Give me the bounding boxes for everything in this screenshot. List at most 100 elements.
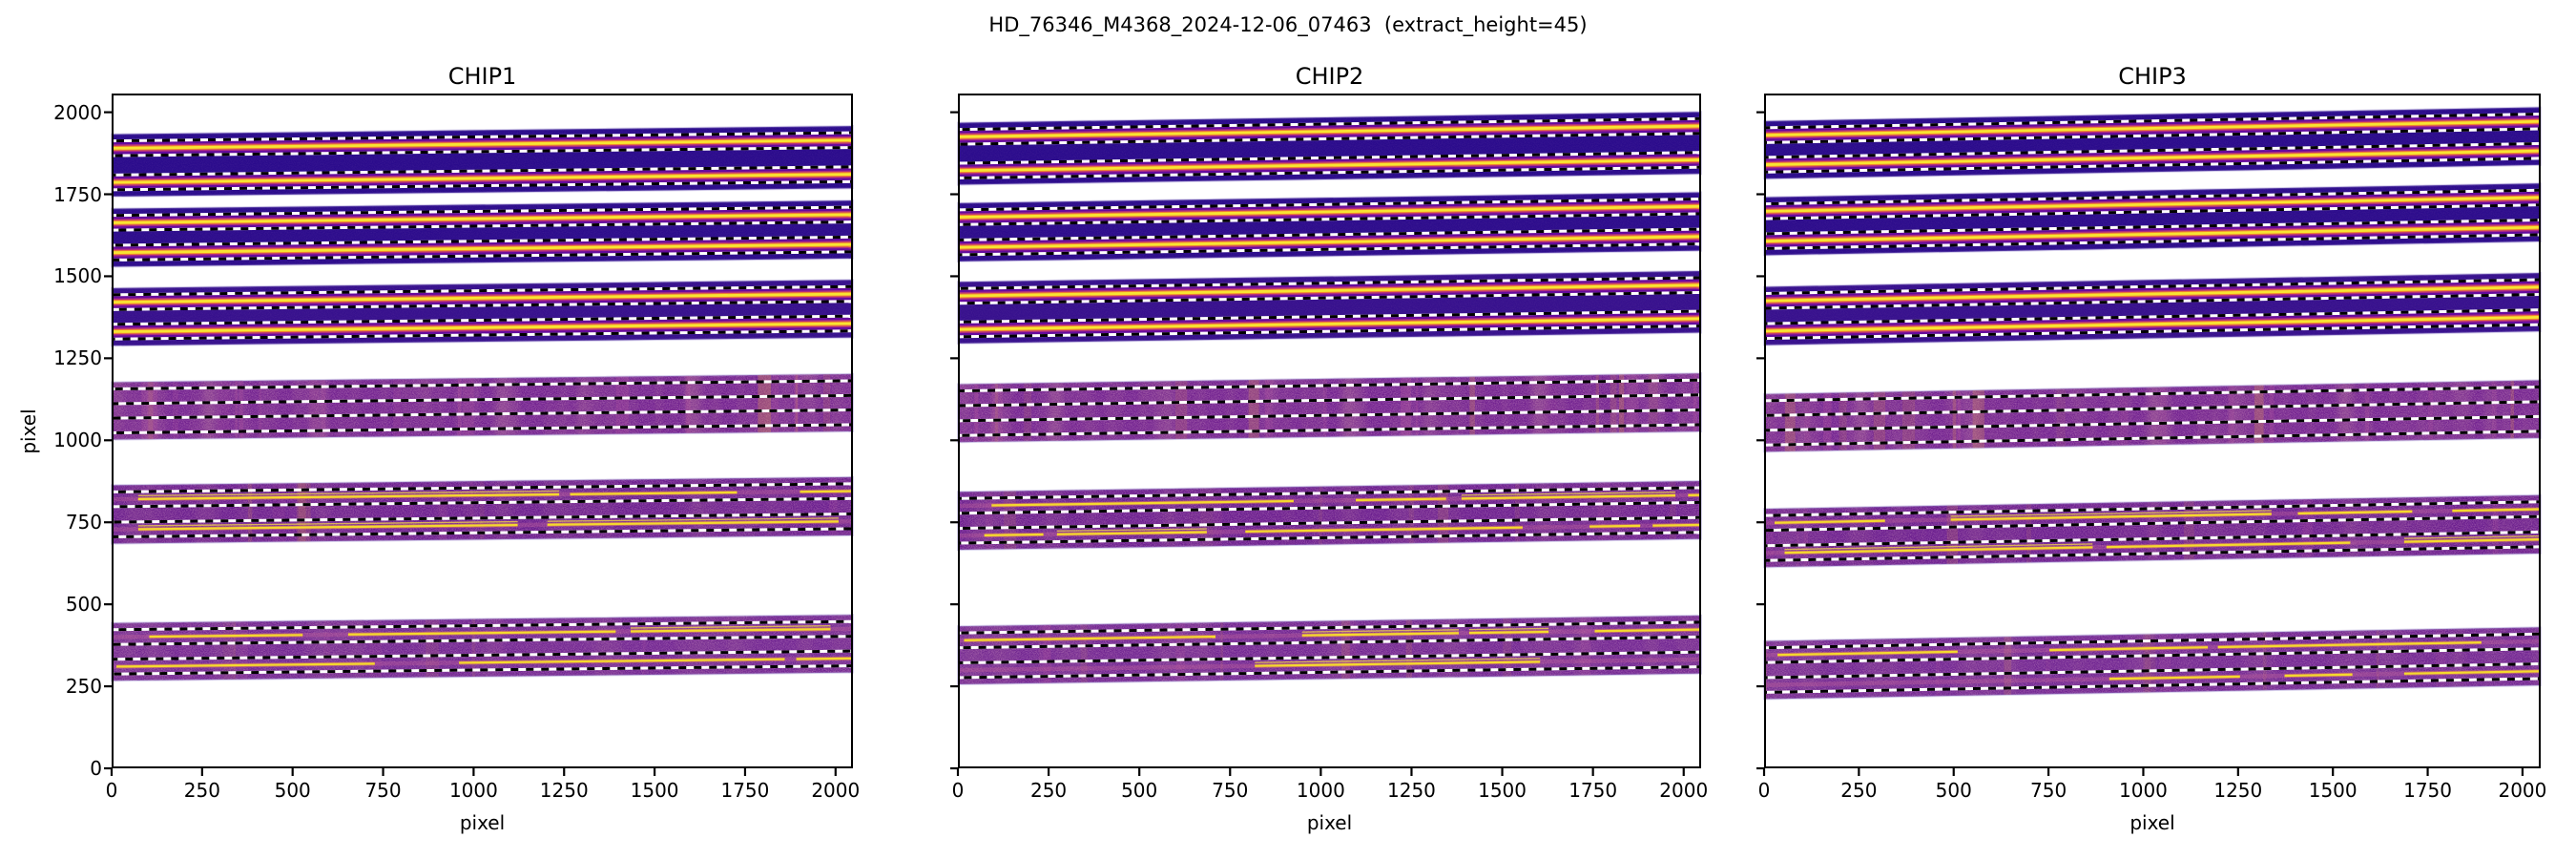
band-striation [1952, 380, 1957, 452]
band-striation [2491, 380, 2497, 452]
extraction-limit-white [957, 290, 1702, 305]
spectral-trace-segment [547, 517, 839, 522]
extraction-limit-lines [1763, 500, 2542, 562]
band-striation [2004, 627, 2012, 700]
band-striation [1619, 373, 1625, 443]
band-striation [393, 373, 401, 440]
spectral-trace [958, 124, 1701, 138]
band-striation [259, 373, 262, 440]
extraction-limit-black [111, 423, 854, 435]
band-striation [247, 476, 253, 544]
y-tick-label: 1000 [53, 429, 102, 452]
axis-ticks [1756, 111, 2524, 776]
spectral-trace-segment [1301, 632, 1459, 637]
extraction-limit-black [111, 220, 854, 232]
order-traces [1764, 281, 2541, 338]
spectral-trace-segment [137, 490, 560, 497]
band-striation [148, 373, 154, 440]
x-tick-label: 1500 [630, 779, 679, 802]
band-striation [1264, 373, 1274, 443]
spectral-trace-segment [1950, 510, 2272, 517]
band-striation [1176, 373, 1189, 443]
x-tick-label: 1750 [720, 779, 770, 802]
extraction-limit-white [1763, 385, 2542, 403]
band-striation [1648, 373, 1658, 443]
band-striation [2183, 494, 2194, 568]
extraction-limit-black [957, 116, 1702, 132]
extraction-limit-black [1763, 632, 2542, 650]
extraction-limit-black [1763, 293, 2542, 310]
extraction-limit-black [957, 378, 1702, 393]
extraction-limit-black [957, 198, 1702, 212]
spectral-trace-segment [137, 520, 518, 527]
extraction-limit-black [111, 393, 854, 406]
order-band-content [1764, 627, 2541, 700]
extraction-limit-white [1763, 530, 2542, 548]
x-tick-label: 500 [1935, 779, 1972, 802]
extraction-limit-black [111, 512, 854, 524]
extraction-limit-white [1763, 414, 2542, 432]
order-traces [112, 624, 853, 669]
spectral-trace-segment [2403, 670, 2541, 675]
band-striation [438, 476, 447, 544]
extraction-limit-black [957, 515, 1702, 531]
extraction-limit-lines [1763, 278, 2542, 341]
spectral-trace [1764, 119, 2541, 137]
band-striation [685, 373, 691, 440]
extraction-limit-lines [111, 205, 854, 262]
x-tick-label: 750 [2030, 779, 2067, 802]
band-striation [1957, 380, 1961, 452]
extraction-limit-black [957, 500, 1702, 515]
extraction-limit-lines [957, 276, 1702, 339]
spectral-trace-segment [2403, 537, 2541, 543]
band-striation [272, 476, 286, 544]
chip1-xlabel: pixel [459, 811, 506, 834]
band-striation [217, 373, 230, 440]
band-striation [235, 373, 238, 440]
band-striation [642, 615, 646, 681]
band-striation [1415, 373, 1419, 443]
extraction-limit-black [1763, 233, 2542, 250]
extraction-limit-lines [1763, 632, 2542, 694]
band-striation [1669, 480, 1676, 551]
chip3-plot-area [1756, 94, 2542, 776]
spectral-trace-segment [547, 520, 839, 526]
x-tick-label: 750 [364, 779, 402, 802]
spectral-trace-segment [2297, 510, 2413, 515]
spectral-trace-segment [1784, 543, 2093, 551]
extraction-limit-lines [957, 378, 1702, 437]
band-striation [1340, 615, 1350, 685]
band-striation [2145, 627, 2156, 700]
extraction-limit-lines [111, 131, 854, 192]
band-striation [2492, 494, 2499, 568]
spectral-trace-segment [964, 635, 1216, 641]
band-striation [2510, 380, 2515, 452]
x-tick-label: 250 [1840, 779, 1878, 802]
x-tick-label: 250 [1029, 779, 1068, 802]
band-striation [1469, 373, 1475, 443]
band-striation [147, 373, 158, 440]
order-band-content [958, 192, 1701, 262]
order-band-content [112, 280, 853, 346]
x-tick-label: 1500 [2308, 779, 2358, 802]
chip1-ylabel: pixel [17, 409, 40, 454]
extraction-limit-black [957, 276, 1702, 290]
extraction-limit-black [957, 309, 1702, 324]
order-traces [1764, 115, 2541, 172]
spectral-trace [958, 235, 1701, 249]
spectral-trace-segment [2109, 675, 2240, 681]
extraction-limit-lines [957, 486, 1702, 545]
band-striation [1248, 373, 1259, 443]
extraction-limit-lines [957, 198, 1702, 257]
band-striation [1595, 373, 1599, 443]
extraction-limit-black [957, 325, 1702, 339]
spectral-trace-segment [1461, 493, 1676, 500]
chip2-plot-area [950, 94, 1702, 776]
band-striation [141, 373, 148, 440]
x-tick-label: 1500 [1478, 779, 1527, 802]
band-striation [822, 373, 831, 440]
order-band-content [1764, 183, 2541, 256]
chip1-plot-area [104, 94, 854, 776]
spectral-trace-segment [2049, 646, 2209, 652]
extraction-limit-black [111, 635, 854, 646]
